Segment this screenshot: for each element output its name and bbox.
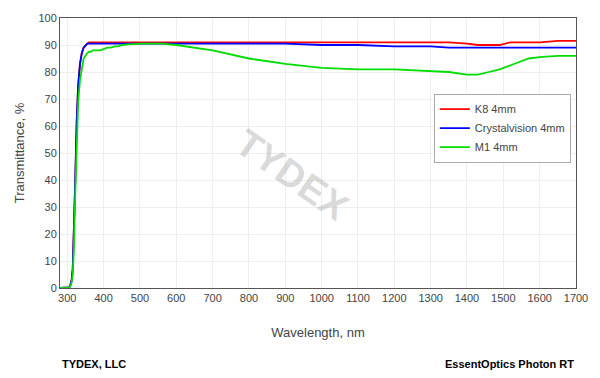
svg-text:Transmittance, %: Transmittance, % [12,102,27,203]
svg-text:1000: 1000 [309,292,333,304]
svg-text:700: 700 [203,292,221,304]
svg-text:100: 100 [38,12,56,24]
svg-text:K8 4mm: K8 4mm [475,103,516,115]
svg-text:1600: 1600 [527,292,551,304]
svg-text:30: 30 [45,201,57,213]
svg-text:Crystalvision 4mm: Crystalvision 4mm [475,122,565,134]
svg-text:50: 50 [45,147,57,159]
svg-text:40: 40 [45,174,57,186]
svg-text:400: 400 [94,292,112,304]
svg-text:70: 70 [45,93,57,105]
svg-text:1100: 1100 [346,292,370,304]
svg-text:90: 90 [45,39,57,51]
svg-text:10: 10 [45,255,57,267]
svg-text:300: 300 [58,292,76,304]
svg-text:1400: 1400 [455,292,479,304]
svg-text:0: 0 [51,282,57,294]
svg-text:800: 800 [240,292,258,304]
svg-text:1300: 1300 [418,292,442,304]
svg-text:1500: 1500 [491,292,515,304]
svg-text:80: 80 [45,66,57,78]
svg-text:600: 600 [167,292,185,304]
svg-text:500: 500 [131,292,149,304]
svg-text:TYDEX, LLC: TYDEX, LLC [62,358,126,370]
svg-text:Wavelength, nm: Wavelength, nm [271,325,364,340]
svg-text:TYDEX: TYDEX [228,121,356,228]
svg-text:1200: 1200 [382,292,406,304]
svg-text:EssentOptics Photon RT: EssentOptics Photon RT [445,358,574,370]
svg-text:60: 60 [45,120,57,132]
svg-text:M1 4mm: M1 4mm [475,141,518,153]
svg-text:1700: 1700 [564,292,588,304]
svg-text:20: 20 [45,228,57,240]
svg-text:900: 900 [276,292,294,304]
